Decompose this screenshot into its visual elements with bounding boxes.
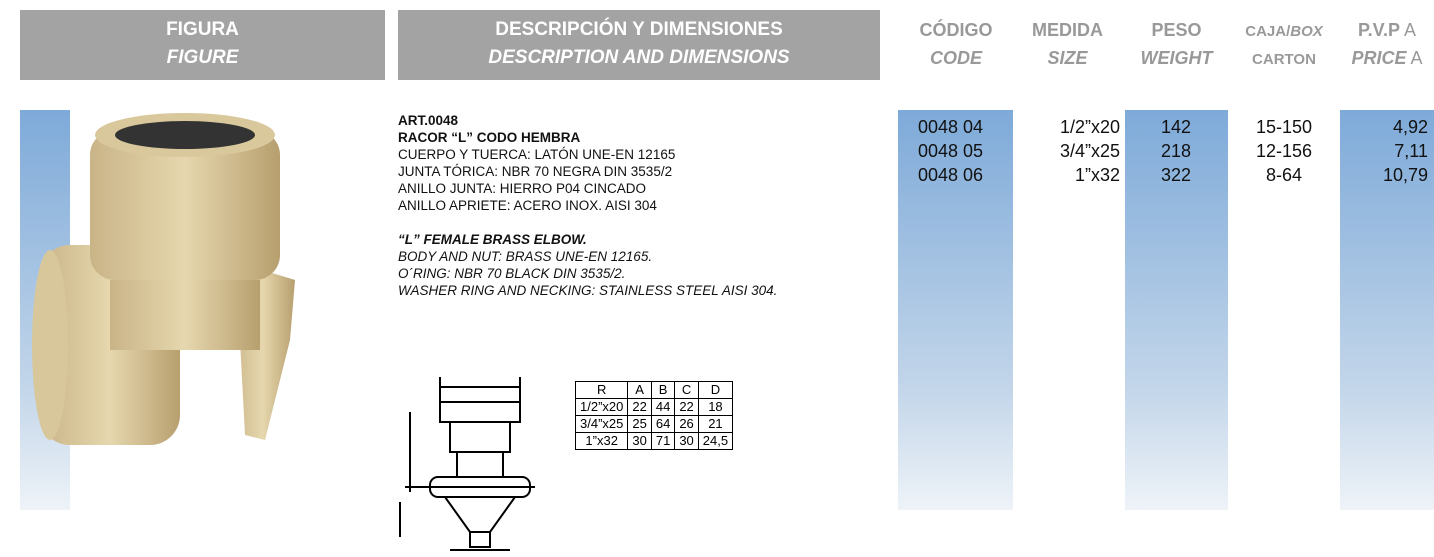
drawing <box>399 377 535 551</box>
cell: 8-64 <box>1265 165 1303 185</box>
header-text: PESO <box>1151 20 1202 40</box>
header-cell: R <box>574 381 629 399</box>
cell: 30 <box>674 432 699 450</box>
header-text: PRICE <box>1351 48 1407 68</box>
line: CUERPO Y TUERCA: LATÓN UNE-EN 12165 <box>398 147 676 162</box>
cell: 21 <box>697 415 734 433</box>
line: WASHER RING AND NECKING: STAINLESS STEEL… <box>398 283 778 298</box>
cell: 26 <box>674 415 699 433</box>
row: 3/4”x25 25 64 26 21 <box>574 415 734 433</box>
header-text: MEDIDA <box>1032 20 1103 40</box>
header-cell: D <box>697 381 734 399</box>
cell: 7,11 <box>1394 141 1428 161</box>
cell: 18 <box>697 398 734 416</box>
line: O´RING: NBR 70 BLACK DIN 3535/2. <box>398 266 626 281</box>
header-text: CODE <box>929 48 982 68</box>
cell: 64 <box>650 415 676 433</box>
cell: 218 <box>1160 141 1192 161</box>
row: 1”x32 30 71 30 24,5 <box>574 432 734 450</box>
lines-en: BODY AND NUT: BRASS UNE-EN 12165. O´RING:… <box>398 248 777 299</box>
header-text: CÓDIGO <box>919 20 993 40</box>
cell: 1/2”x20 <box>1059 117 1120 137</box>
column-header: PESO WEIGHT <box>1125 10 1228 80</box>
header-cell: C <box>674 381 699 399</box>
line: JUNTA TÓRICA: NBR 70 NEGRA DIN 3535/2 <box>398 164 673 179</box>
cell: 0048 05 <box>918 141 984 161</box>
title: RACOR “L” CODO HEMBRA <box>398 130 581 145</box>
header-mark: A <box>1410 48 1423 68</box>
header-text: WEIGHT <box>1140 48 1213 68</box>
header-text: BOX <box>1290 23 1323 40</box>
title-en: “L” FEMALE BRASS ELBOW. <box>398 232 587 247</box>
cell: 142 <box>1160 117 1192 137</box>
cell: 10,79 <box>1382 165 1428 185</box>
header-cell: A <box>627 381 652 399</box>
header-cell: B <box>650 381 676 399</box>
cell: 22 <box>674 398 699 416</box>
line: ANILLO JUNTA: HIERRO P04 CINCADO <box>398 181 647 196</box>
header-text: DESCRIPCIÓN Y DIMENSIONES <box>495 19 783 40</box>
row: 1/2”x20 22 44 22 18 <box>574 398 734 416</box>
column-header: P.V.P A PRICE A <box>1340 10 1434 80</box>
description-header: DESCRIPCIÓN Y DIMENSIONES DESCRIPTION AND… <box>398 10 880 80</box>
cell: 44 <box>650 398 676 416</box>
line: ANILLO APRIETE: ACERO INOX. AISI 304 <box>398 198 657 213</box>
cell: 12-156 <box>1255 141 1313 161</box>
article: ART.0048 <box>398 113 459 128</box>
cell: 4,92 <box>1392 117 1428 137</box>
cell: 24,5 <box>697 432 734 450</box>
column-band <box>1340 110 1434 510</box>
header-text: CAJA/ <box>1245 23 1291 40</box>
header-text: FIGURE <box>166 47 239 68</box>
header-text: CARTON <box>1252 51 1316 68</box>
cell: 0048 04 <box>918 117 984 137</box>
header-text: DESCRIPTION AND DIMENSIONS <box>488 47 790 68</box>
cell: 30 <box>627 432 652 450</box>
lines: CUERPO Y TUERCA: LATÓN UNE-EN 12165 JUNTA… <box>398 146 777 214</box>
cell: 1”x32 <box>574 432 629 450</box>
description: ART.0048 RACOR “L” CODO HEMBRA CUERPO Y … <box>398 112 777 299</box>
cell: 22 <box>627 398 652 416</box>
cell: 3/4”x25 <box>1059 141 1120 161</box>
cell: 15-150 <box>1255 117 1313 137</box>
column-header: MEDIDA SIZE <box>1015 10 1120 80</box>
column-header: CÓDIGO CODE <box>900 10 1012 80</box>
column-band <box>898 110 1013 510</box>
header-text: FIGURA <box>166 19 239 40</box>
line: BODY AND NUT: BRASS UNE-EN 12165. <box>398 249 653 264</box>
product-image <box>32 113 295 445</box>
cell: 25 <box>627 415 652 433</box>
column-header: CAJA/BOX CARTON <box>1230 10 1338 80</box>
cell: 1/2”x20 <box>574 398 629 416</box>
cell: 71 <box>650 432 676 450</box>
header-mark: A <box>1404 20 1417 40</box>
figure-header: FIGURA FIGURE <box>20 10 385 80</box>
cell: 1”x32 <box>1074 165 1120 185</box>
cell: 0048 06 <box>918 165 984 185</box>
cell: 3/4”x25 <box>574 415 629 433</box>
column-band <box>1125 110 1228 510</box>
dimension-table: R A B C D 1/2”x20 22 44 22 18 3/4”x25 25 64 26 21 1”x32… <box>574 381 734 450</box>
header-text: P.V.P <box>1357 20 1401 40</box>
cell: 322 <box>1160 165 1192 185</box>
header-text: SIZE <box>1047 48 1088 68</box>
